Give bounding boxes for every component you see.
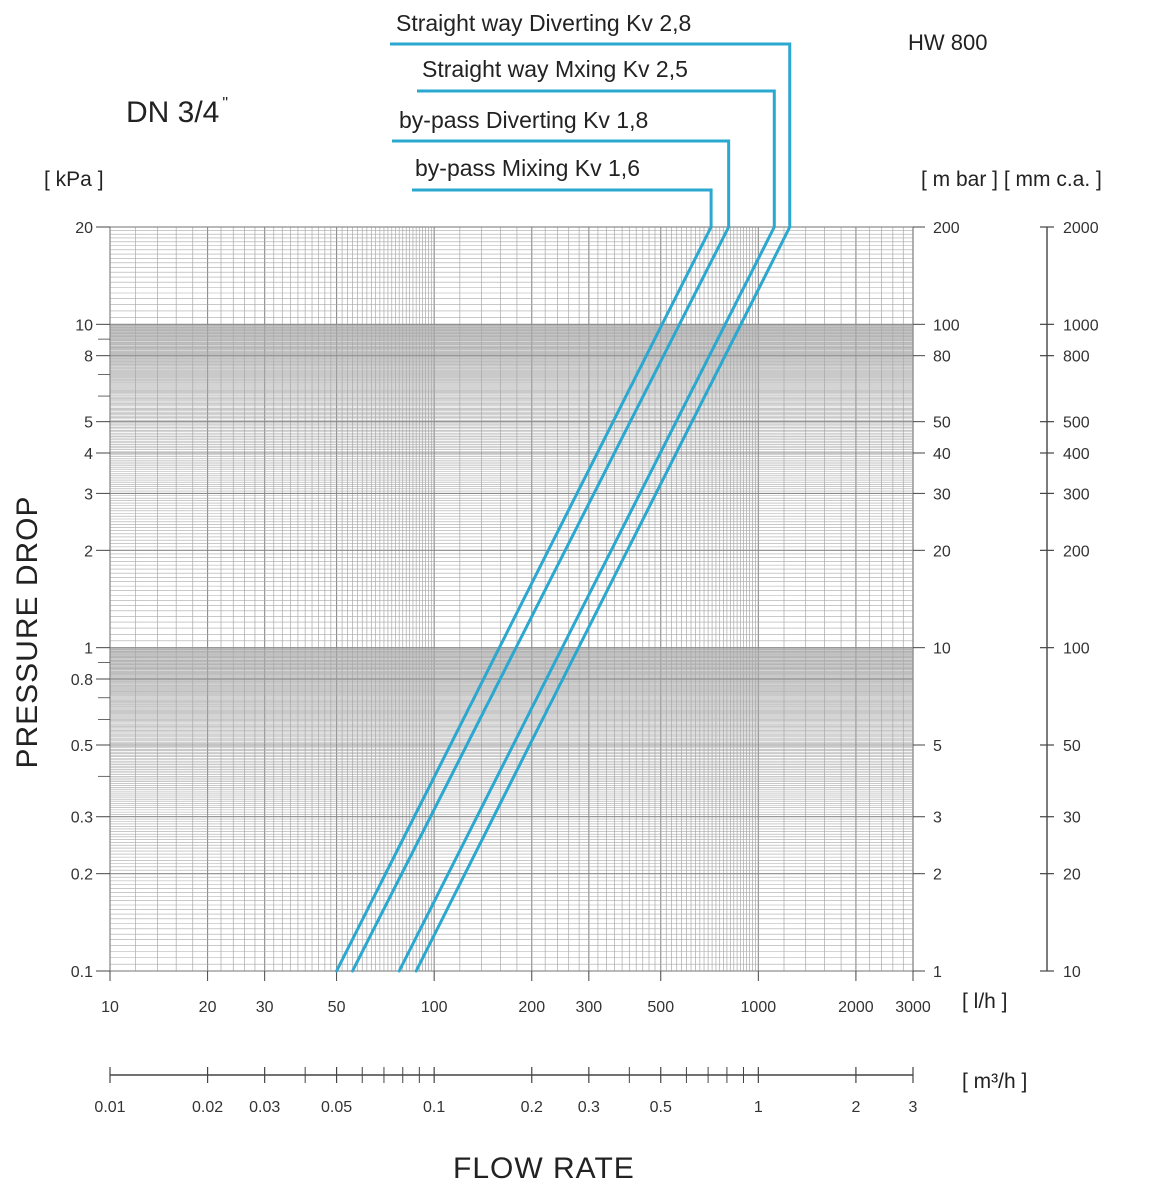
x-tick-label: 500 [647, 999, 674, 1016]
x-tick-label: 30 [256, 999, 274, 1016]
legend-label-bypass-mixing: by-pass Mixing Kv 1,6 [415, 155, 640, 181]
chart-title: DN 3/4 " [126, 95, 228, 130]
y-mmca-tick-label: 1000 [1063, 317, 1099, 334]
y-tick-label: 0.1 [71, 964, 93, 981]
y-mbar-tick-label: 10 [933, 641, 951, 658]
x-tick-label: 20 [199, 999, 217, 1016]
x2-tick-label: 0.01 [94, 1099, 125, 1116]
y-mmca-tick-label: 100 [1063, 641, 1090, 658]
y-tick-label: 3 [84, 486, 93, 503]
y-mmca-tick-label: 200 [1063, 543, 1090, 560]
series-line-4 [335, 225, 713, 973]
x2-tick-label: 1 [754, 1099, 763, 1116]
y-mbar-tick-label: 20 [933, 543, 951, 560]
y-mmca-tick-label: 400 [1063, 446, 1090, 463]
y-tick-label: 20 [75, 220, 93, 237]
series-lines [335, 42, 792, 973]
x2-tick-label: 0.3 [578, 1099, 600, 1116]
x2-tick-label: 0.2 [521, 1099, 543, 1116]
y-tick-label: 0.2 [71, 867, 93, 884]
y-tick-label: 4 [84, 446, 93, 463]
y-mmca-tick-label: 30 [1063, 810, 1081, 827]
legend-leader-3 [392, 139, 731, 227]
y-mbar-tick-label: 30 [933, 486, 951, 503]
y-mbar-tick-label: 80 [933, 349, 951, 366]
legend-label-straight-diverting: Straight way Diverting Kv 2,8 [396, 10, 692, 36]
series-line-2 [397, 225, 776, 973]
y-tick-label: 5 [84, 415, 93, 432]
y-tick-label: 0.5 [71, 738, 93, 755]
legend-leader-4 [412, 188, 713, 227]
x-tick-label: 300 [575, 999, 602, 1016]
x2-tick-label: 0.1 [423, 1099, 445, 1116]
series-line-1 [414, 225, 792, 973]
y-mmca-tick-label: 300 [1063, 486, 1090, 503]
model-label: HW 800 [908, 30, 988, 55]
x-tick-label: 50 [328, 999, 346, 1016]
chart-title-mark: " [222, 95, 229, 112]
legend-leader-1 [390, 42, 792, 227]
x-axis-title: FLOW RATE [453, 1152, 635, 1185]
chart-title-text: DN 3/4 [126, 96, 220, 129]
y-mmca-tick-label: 2000 [1063, 220, 1099, 237]
plot-frame [109, 226, 914, 972]
y-tick-label: 2 [84, 543, 93, 560]
y-mmca-tick-label: 10 [1063, 964, 1081, 981]
x-tick-label: 200 [518, 999, 545, 1016]
x2-tick-label: 0.05 [321, 1099, 352, 1116]
x2-tick-label: 3 [909, 1099, 918, 1116]
x-tick-label: 10 [101, 999, 119, 1016]
unit-mbar-mmca-label: [ m bar ] [ mm c.a. ] [921, 168, 1102, 191]
axes [109, 226, 1048, 1076]
y-mbar-tick-label: 2 [933, 867, 942, 884]
tick-labels: 0.1 0.2 0.3 0.5 0.8 1 2 3 4 5 8 10 20 1 2 3 5 10 20 30 40 50 8… [71, 220, 1099, 1116]
y-tick-label: 0.3 [71, 810, 93, 827]
x2-tick-label: 0.03 [249, 1099, 280, 1116]
legend-label-straight-mixing: Straight way Mxing Kv 2,5 [422, 56, 688, 82]
x-tick-label: 2000 [838, 999, 874, 1016]
unit-kpa-label: [ kPa ] [44, 168, 104, 191]
y-tick-label: 1 [84, 641, 93, 658]
y-axis-title: PRESSURE DROP [11, 495, 44, 769]
legend-leader-2 [417, 89, 776, 227]
legend-label-bypass-diverting: by-pass Diverting Kv 1,8 [399, 107, 649, 133]
x-tick-label: 100 [421, 999, 448, 1016]
x2-tick-label: 0.02 [192, 1099, 223, 1116]
y-mmca-tick-label: 500 [1063, 415, 1090, 432]
y-tick-label: 8 [84, 349, 93, 366]
y-tick-label: 10 [75, 317, 93, 334]
y-mbar-tick-label: 50 [933, 415, 951, 432]
unit-lh-label: [ l/h ] [962, 990, 1008, 1013]
unit-m3h-label: [ m³/h ] [962, 1070, 1028, 1093]
y-mbar-tick-label: 5 [933, 738, 942, 755]
y-mmca-tick-label: 50 [1063, 738, 1081, 755]
y-mmca-tick-label: 800 [1063, 349, 1090, 366]
y-mbar-tick-label: 40 [933, 446, 951, 463]
grid [109, 226, 914, 972]
y-mmca-tick-label: 20 [1063, 867, 1081, 884]
x2-tick-label: 0.5 [650, 1099, 672, 1116]
y-tick-label: 0.8 [71, 672, 93, 689]
x-tick-label: 1000 [741, 999, 777, 1016]
series-line-3 [351, 225, 731, 973]
x-tick-label: 3000 [895, 999, 931, 1016]
y-mbar-tick-label: 100 [933, 317, 960, 334]
y-mbar-tick-label: 1 [933, 964, 942, 981]
y-mbar-tick-label: 3 [933, 810, 942, 827]
y-mbar-tick-label: 200 [933, 220, 960, 237]
x2-tick-label: 2 [851, 1099, 860, 1116]
